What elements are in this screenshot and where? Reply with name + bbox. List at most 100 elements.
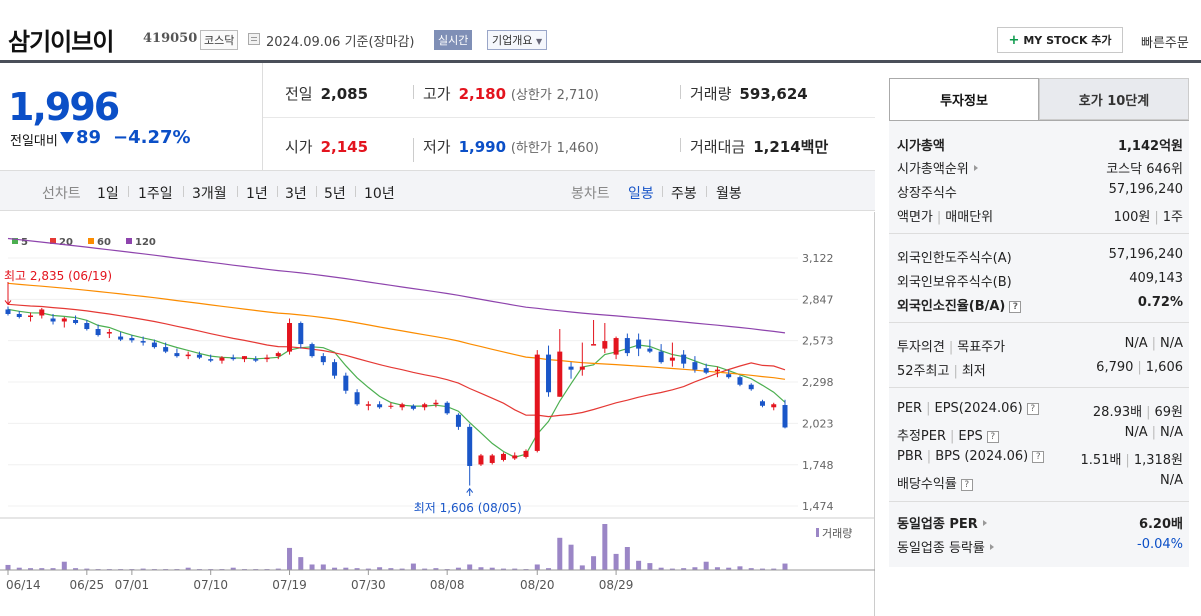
candle-body	[410, 405, 416, 409]
candle-body	[714, 369, 720, 372]
help-icon[interactable]: ?	[960, 479, 973, 491]
period-10y[interactable]: 10년	[364, 186, 395, 202]
info-row-52w: 52주최고 | 최저 6,790 | 1,606	[897, 360, 1183, 380]
prev-close-label: 전일	[285, 85, 313, 103]
period-1w[interactable]: 1주일	[138, 186, 173, 202]
candle-body	[185, 354, 191, 357]
candle-body	[568, 366, 574, 370]
sector-chg-label: 동일업종 등락률	[897, 541, 985, 556]
add-my-stock-button[interactable]: + MY STOCK 추가	[997, 27, 1123, 53]
volume-bar	[726, 567, 732, 570]
info-row-sector-chg[interactable]: 동일업종 등락률 -0.04%	[897, 537, 1183, 557]
help-icon[interactable]: ?	[986, 431, 999, 443]
y-tick-label: 3,122	[802, 252, 834, 265]
legend-label-60: 60	[97, 237, 111, 248]
separator	[413, 148, 414, 162]
candle-body	[163, 347, 169, 352]
per-value: 28.93배	[1092, 405, 1143, 420]
info-row-foreign-hold: 외국인보유주식수(B) 409,143	[897, 271, 1183, 291]
volume-legend-label: 거래량	[822, 527, 852, 540]
eper-label-wrap: 추정PER | EPS?	[897, 425, 999, 444]
help-icon[interactable]: ?	[1032, 451, 1045, 463]
y-tick-label: 2,023	[802, 417, 834, 430]
candle-body	[377, 404, 383, 408]
period-daily[interactable]: 일봉	[628, 186, 654, 202]
period-3m[interactable]: 3개월	[192, 186, 227, 202]
y-tick-label: 2,573	[802, 335, 834, 348]
volume-bar	[557, 537, 563, 570]
line-chart-label: 선차트	[42, 186, 81, 202]
prev-close-value: 2,085	[320, 85, 369, 103]
volume-bar	[669, 568, 675, 570]
candle-body	[579, 366, 585, 370]
par-value: 100원	[1113, 210, 1151, 225]
period-bar: 선차트 1일 1주일 3개월 1년 3년 5년 10년 봉차트 일봉 주봉 월봉	[0, 171, 875, 211]
tab-investment-info[interactable]: 투자정보	[889, 78, 1039, 120]
volume-bar	[5, 564, 11, 570]
help-icon[interactable]: ?	[1026, 403, 1039, 415]
volume-bar	[568, 544, 574, 570]
info-row-rank[interactable]: 시가총액순위 코스닥 646위	[897, 158, 1183, 178]
target-label: 목표주가	[957, 340, 1006, 355]
company-overview-dropdown[interactable]: 기업개요 ▼	[487, 30, 548, 50]
per-value-wrap: 28.93배 | 69원	[1092, 405, 1183, 420]
info-row-foreign-ratio: 외국인소진율(B/A)? 0.72%	[897, 295, 1183, 315]
period-5y[interactable]: 5년	[324, 186, 346, 202]
realtime-button[interactable]: 실시간	[434, 30, 473, 50]
volume-bar	[771, 568, 777, 570]
quick-order-button[interactable]: 빠른주문	[1141, 32, 1189, 51]
candle-body	[557, 351, 563, 397]
ma-20-line	[7, 303, 786, 418]
y-tick-label: 1,474	[802, 500, 834, 513]
open-label: 시가	[285, 138, 313, 156]
legend-label-5: 5	[21, 237, 28, 248]
candle-body	[5, 309, 11, 314]
legend-swatch-5	[12, 238, 18, 244]
volume-bar	[489, 567, 495, 570]
candle-body	[343, 375, 349, 391]
pbr-label: PBR	[897, 449, 923, 464]
volume-bar	[737, 566, 743, 570]
rank-value: 코스닥 646위	[1106, 162, 1183, 177]
mcap-value: 1,142억원	[1117, 139, 1183, 154]
mcap-label: 시가총액	[897, 139, 945, 154]
candle-body	[253, 359, 259, 361]
candle-body	[196, 354, 202, 358]
volume-bar	[602, 524, 608, 570]
info-row-eper: 추정PER | EPS? N/A | N/A	[897, 425, 1183, 445]
dividend-label: 배당수익률	[897, 477, 957, 492]
help-icon[interactable]: ?	[1009, 301, 1022, 313]
opinion-label-wrap: 투자의견 | 목표주가	[897, 340, 1006, 355]
candle-body	[61, 318, 67, 322]
x-tick-label: 08/20	[520, 578, 555, 592]
company-overview-label: 기업개요	[492, 34, 533, 47]
stock-code: 419050	[143, 31, 198, 46]
info-row-sector-per[interactable]: 동일업종 PER 6.20배	[897, 513, 1183, 533]
candle-body	[500, 453, 506, 460]
period-1d[interactable]: 1일	[97, 186, 119, 202]
volume-bar	[591, 556, 597, 570]
period-3y[interactable]: 3년	[285, 186, 307, 202]
sector-chg-label-wrap: 동일업종 등락률	[897, 537, 994, 556]
plus-icon: +	[1008, 32, 1020, 48]
volume-bar	[73, 568, 79, 570]
tab-hoga-10[interactable]: 호가 10단계	[1039, 78, 1189, 120]
eper-value-wrap: N/A | N/A	[1124, 425, 1183, 440]
lower-limit-label: (하한가	[510, 141, 552, 156]
period-monthly[interactable]: 월봉	[716, 186, 742, 202]
w52-label-wrap: 52주최고 | 최저	[897, 364, 986, 379]
foreign-limit-label: 외국인한도주식수(A)	[897, 251, 1012, 266]
period-weekly[interactable]: 주봉	[671, 186, 697, 202]
volume-bar	[39, 568, 45, 570]
period-1y[interactable]: 1년	[246, 186, 268, 202]
candle-body	[140, 341, 146, 343]
unit-value: 1주	[1162, 210, 1183, 225]
volume-bar	[320, 564, 326, 570]
price-summary: 1,996 전일대비 89 −4.27% 전일 2,085 고가 2,180 (상한…	[0, 63, 875, 171]
low-price: 저가 1,990 (하한가 1,460)	[423, 136, 599, 157]
separator	[413, 85, 414, 99]
stock-chart[interactable]: 5 20 60 120 3,122 2,847 2,573 2,298 2,023 1,748 1,…	[0, 212, 875, 616]
candle-body	[771, 404, 777, 408]
foreign-limit-value: 57,196,240	[1108, 247, 1183, 262]
x-tick-label: 07/19	[272, 578, 307, 592]
